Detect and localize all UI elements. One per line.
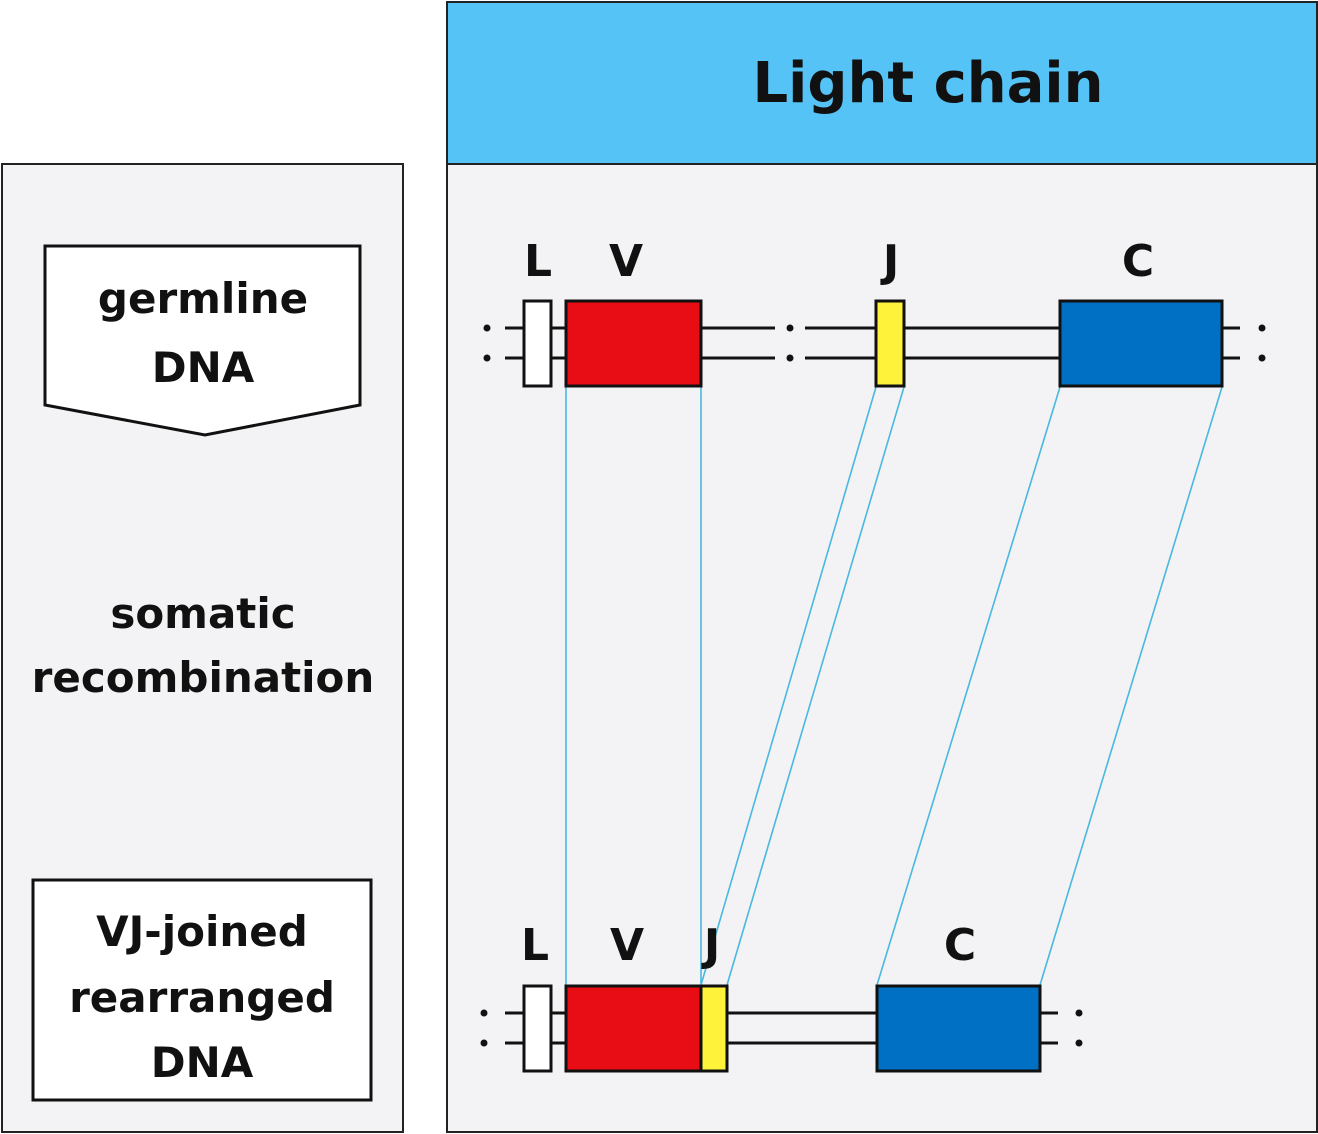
rearranged-v-segment — [564, 984, 703, 1073]
right-panel — [446, 1, 1318, 1133]
rearranged-dna-strand — [480, 984, 1083, 1073]
process-label-line1: somatic — [110, 589, 295, 638]
connector-c-right — [1039, 386, 1223, 986]
rearranged-label-line1: VJ-joined — [96, 907, 308, 956]
germline-c-label: C — [1122, 236, 1154, 287]
rearranged-j-segment — [699, 984, 729, 1073]
germline-j-segment — [874, 299, 906, 388]
rearranged-label-box — [31, 878, 373, 1102]
germline-v-segment — [564, 299, 703, 388]
germline-leader-segment — [522, 299, 553, 388]
title-header — [446, 1, 1318, 165]
connector-lines — [565, 386, 1223, 986]
rearranged-label-line2: rearranged — [69, 973, 335, 1022]
germline-dna-strand — [483, 299, 1266, 388]
rearranged-leader-segment — [522, 984, 553, 1073]
rearranged-c-segment — [875, 984, 1042, 1073]
rearranged-label-line3: DNA — [151, 1038, 254, 1087]
germline-label-line1: germline — [98, 274, 308, 323]
diagram-title: Light chain — [752, 51, 1103, 116]
germline-arrow-box — [43, 244, 362, 437]
germline-c-segment — [1058, 299, 1224, 388]
connector-c-left — [876, 386, 1061, 986]
rearranged-l-label: L — [521, 920, 549, 971]
rearranged-c-label: C — [944, 920, 976, 971]
connector-j-right — [726, 386, 905, 986]
germline-l-label: L — [524, 236, 552, 287]
germline-v-label: V — [609, 236, 643, 287]
germline-j-label: J — [880, 236, 899, 287]
rearranged-v-label: V — [610, 920, 644, 971]
rearranged-j-label: J — [701, 920, 720, 971]
germline-label-line2: DNA — [152, 343, 255, 392]
connector-j-left — [700, 386, 877, 986]
process-label-line2: recombination — [32, 653, 375, 702]
